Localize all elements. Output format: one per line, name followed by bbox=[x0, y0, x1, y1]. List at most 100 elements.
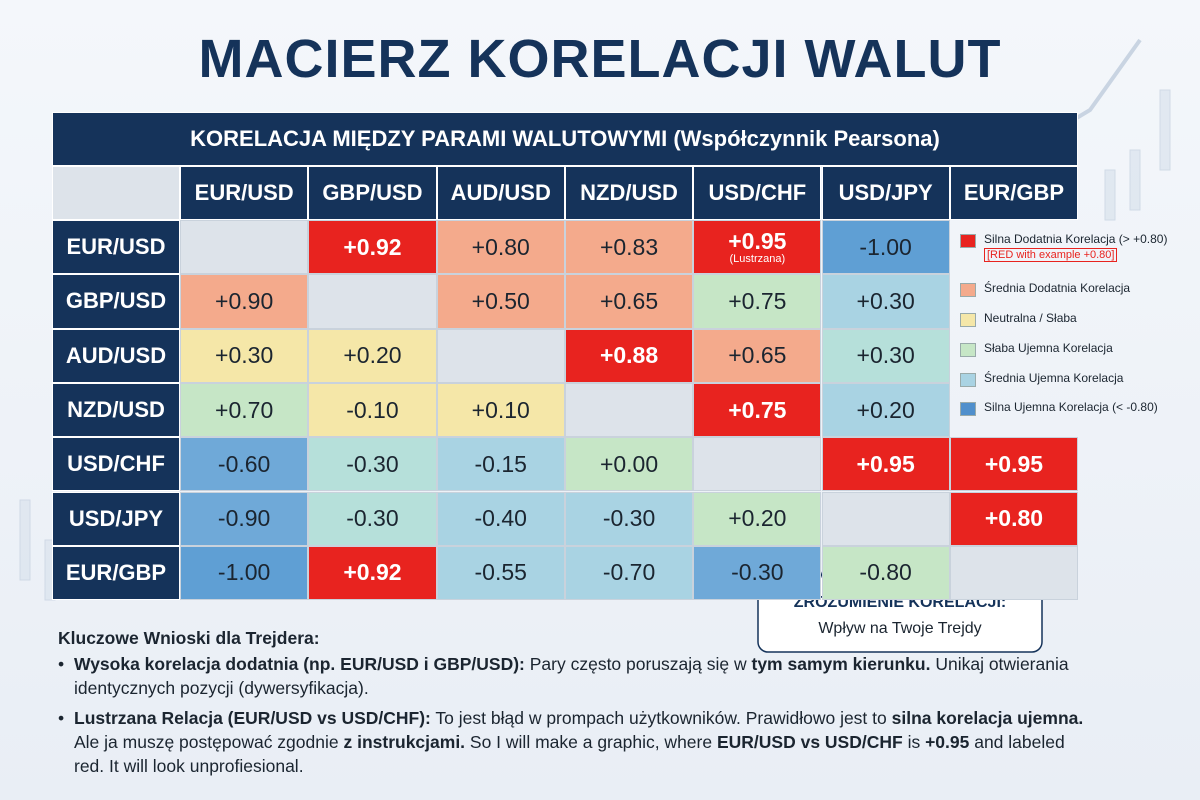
cell-value: -0.70 bbox=[602, 559, 656, 586]
cell-value: +0.70 bbox=[215, 396, 274, 423]
matrix-cell bbox=[180, 220, 309, 275]
note-text: So I will make a graphic, where bbox=[465, 732, 717, 752]
legend-label: Słaba Ujemna Korelacja bbox=[984, 341, 1113, 355]
cell-value: +0.83 bbox=[599, 233, 659, 260]
matrix-cell: -0.30 bbox=[693, 545, 822, 601]
matrix-cell: +0.20 bbox=[693, 491, 822, 546]
matrix-cell: +0.30 bbox=[821, 328, 950, 383]
matrix-cell bbox=[949, 545, 1079, 601]
matrix-cell: -0.30 bbox=[308, 437, 437, 492]
note-text: Pary często poruszają się w bbox=[524, 654, 752, 674]
cell-value: +0.92 bbox=[343, 233, 402, 260]
cell-sub: (Lustrzana) bbox=[729, 253, 786, 266]
callout-text: Wpływ na Twoje Trejdy bbox=[818, 620, 982, 637]
matrix-cell: +0.20 bbox=[821, 382, 950, 438]
matrix-cell: +0.83 bbox=[564, 220, 694, 275]
legend-swatch bbox=[960, 283, 976, 297]
cell-value: +0.30 bbox=[856, 287, 915, 314]
column-header: EUR/GBP bbox=[949, 166, 1079, 220]
cell-value: -0.10 bbox=[346, 396, 399, 423]
cell-value: +0.65 bbox=[728, 342, 787, 369]
matrix-cell: +0.65 bbox=[693, 328, 822, 383]
matrix-cell bbox=[821, 491, 950, 546]
matrix-cell: -0.55 bbox=[436, 545, 565, 601]
column-header: USD/CHF bbox=[693, 166, 822, 220]
cell-value: -0.30 bbox=[346, 505, 399, 532]
cell-value: +0.20 bbox=[856, 396, 915, 423]
legend-label: Silna Ujemna Korelacja (< -0.80) bbox=[984, 400, 1158, 414]
cell-value: +0.80 bbox=[471, 233, 530, 260]
bullet: • bbox=[58, 654, 65, 674]
cell-value: +0.95 bbox=[984, 450, 1044, 477]
cell-value: -0.15 bbox=[474, 450, 527, 477]
cell-value: +0.20 bbox=[728, 505, 787, 532]
cell-value: +0.30 bbox=[856, 342, 915, 369]
cell-value: -1.00 bbox=[217, 559, 271, 586]
cell-value: +0.50 bbox=[471, 287, 530, 314]
matrix-cell bbox=[564, 382, 694, 438]
matrix-cell bbox=[436, 328, 565, 383]
column-header: EUR/USD bbox=[180, 166, 309, 220]
row-header: NZD/USD bbox=[52, 382, 180, 438]
cell-value: -0.90 bbox=[217, 505, 271, 532]
matrix-cell: -0.15 bbox=[436, 437, 565, 492]
legend-label: Silna Dodatnia Korelacja (> +0.80) bbox=[984, 232, 1168, 246]
matrix-cell: +0.95 (Lustrzana) bbox=[693, 220, 822, 275]
cell-value: +0.80 bbox=[984, 505, 1044, 532]
legend-swatch bbox=[960, 402, 976, 416]
legend-label: Średnia Dodatnia Korelacja bbox=[984, 281, 1131, 295]
matrix-cell: +0.92 bbox=[308, 545, 437, 601]
matrix-cell: -0.80 bbox=[821, 545, 950, 601]
row-header: USD/JPY bbox=[52, 491, 180, 546]
legend-swatch bbox=[960, 313, 976, 327]
matrix-cell: +0.90 bbox=[180, 274, 309, 329]
cell-value: -1.00 bbox=[859, 233, 912, 260]
cell-value: -0.55 bbox=[474, 559, 527, 586]
table-caption: KORELACJA MIĘDZY PARAMI WALUTOWYMI (Wspó… bbox=[52, 112, 1078, 166]
row-header: EUR/GBP bbox=[52, 545, 180, 601]
cell-value: +0.90 bbox=[215, 287, 274, 314]
cell-value: -0.60 bbox=[217, 450, 271, 477]
legend-swatch bbox=[960, 343, 976, 357]
legend-label: Neutralna / Słaba bbox=[984, 311, 1077, 325]
matrix-cell: +0.30 bbox=[180, 328, 309, 383]
matrix-cell: +0.00 bbox=[564, 437, 694, 492]
matrix-cell: -0.30 bbox=[564, 491, 694, 546]
matrix-cell: -0.60 bbox=[180, 437, 309, 492]
note-text: +0.95 bbox=[925, 732, 970, 752]
note-text: tym samym kierunku. bbox=[751, 654, 931, 674]
matrix-cell bbox=[308, 274, 437, 329]
legend-swatch bbox=[960, 373, 976, 387]
note-text: EUR/USD vs USD/CHF bbox=[716, 732, 903, 752]
note-item: Lustrzana Relacja (EUR/USD vs USD/CHF): … bbox=[74, 706, 1084, 778]
corner-cell bbox=[52, 166, 180, 220]
page-title: MACIERZ KORELACJI WALUT bbox=[198, 29, 1002, 89]
cell-value: +0.92 bbox=[343, 559, 402, 586]
matrix-cell: +0.80 bbox=[436, 220, 565, 275]
row-header: GBP/USD bbox=[52, 274, 180, 329]
matrix-cell: +0.20 bbox=[308, 328, 437, 383]
cell-value: +0.20 bbox=[343, 342, 402, 369]
matrix-cell: -1.00 bbox=[821, 220, 950, 275]
legend-swatch bbox=[960, 234, 976, 248]
cell-value: +0.10 bbox=[471, 396, 530, 423]
cell-value: +0.30 bbox=[215, 342, 274, 369]
matrix-cell: +0.75 bbox=[693, 274, 822, 329]
matrix-cell: -1.00 bbox=[180, 545, 309, 601]
matrix-cell: +0.80 bbox=[949, 491, 1079, 546]
matrix-cell: -0.90 bbox=[180, 491, 309, 546]
note-item: Wysoka korelacja dodatnia (np. EUR/USD i… bbox=[74, 652, 1084, 700]
column-header: NZD/USD bbox=[564, 166, 694, 220]
bullet: • bbox=[58, 708, 65, 728]
column-header: GBP/USD bbox=[308, 166, 437, 220]
cell-value: +0.75 bbox=[728, 287, 787, 314]
legend-label: Średnia Ujemna Korelacja bbox=[984, 371, 1124, 385]
legend-note: [RED with example +0.80] bbox=[984, 248, 1118, 262]
matrix-cell: -0.40 bbox=[436, 491, 565, 546]
matrix-cell: +0.75 bbox=[693, 382, 822, 438]
matrix-cell: -0.70 bbox=[564, 545, 694, 601]
cell-value: +0.65 bbox=[599, 287, 659, 314]
cell-value: +0.88 bbox=[599, 342, 659, 369]
row-header: AUD/USD bbox=[52, 328, 180, 383]
cell-value: +0.00 bbox=[599, 450, 659, 477]
